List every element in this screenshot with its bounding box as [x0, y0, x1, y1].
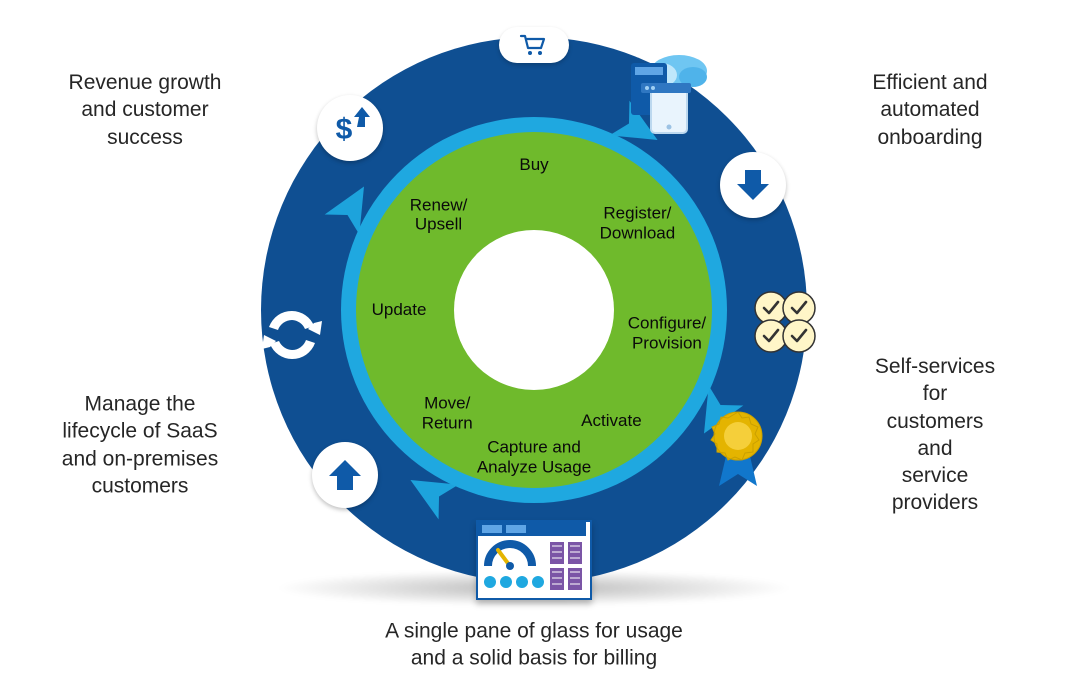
refresh-cycle-icon — [260, 303, 324, 367]
segment-label-update: Update — [372, 300, 427, 320]
svg-text:$: $ — [336, 113, 353, 146]
cart-icon — [499, 27, 569, 63]
segment-label-renew: Renew/ Upsell — [410, 195, 468, 234]
award-ribbon-icon — [707, 408, 769, 492]
segment-label-register: Register/ Download — [600, 204, 676, 243]
caption-self-services: Self-services for customers and service … — [869, 353, 1001, 517]
caption-revenue-growth: Revenue growth and customer success — [69, 69, 222, 151]
dollar-up-icon: $ — [317, 95, 383, 161]
caption-onboarding: Efficient and automated onboarding — [872, 69, 987, 151]
dashboard-icon — [476, 520, 592, 600]
ring-hole — [454, 230, 614, 390]
caption-lifecycle: Manage the lifecycle of SaaS and on-prem… — [62, 390, 218, 499]
checkmarks-icon — [744, 284, 826, 366]
segment-label-move: Move/ Return — [422, 394, 473, 433]
download-arrow-icon — [720, 152, 786, 218]
segment-label-activate: Activate — [581, 411, 641, 431]
segment-label-capture: Capture and Analyze Usage — [477, 437, 591, 476]
segment-label-configure: Configure/ Provision — [628, 314, 706, 353]
caption-single-pane: A single pane of glass for usage and a s… — [385, 618, 683, 673]
cloud-devices-icon — [605, 49, 715, 135]
diagram-stage: Buy Register/ Download Configure/ Provis… — [0, 0, 1067, 679]
segment-label-buy: Buy — [519, 155, 548, 175]
upload-arrow-icon — [312, 442, 378, 508]
